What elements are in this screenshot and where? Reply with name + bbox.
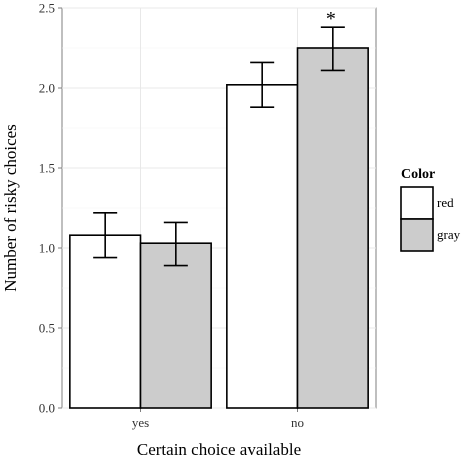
y-tick-label: 2.0 [39, 81, 55, 96]
error-bar-gray-yes [163, 221, 188, 267]
legend-label-red: red [437, 195, 454, 210]
bar-red-yes [69, 234, 142, 409]
error-bar-gray-no [320, 26, 345, 72]
x-tick-label: no [291, 415, 304, 430]
legend: Color red gray [400, 167, 461, 252]
y-tick-label: 0.0 [39, 401, 55, 416]
error-bar-red-yes [93, 212, 118, 259]
y-axis-title: Number of risky choices [1, 124, 20, 292]
legend-label-gray: gray [437, 227, 461, 242]
legend-key-gray [400, 218, 434, 252]
x-tick-label: yes [132, 415, 149, 430]
error-bar-red-no [250, 61, 275, 108]
y-axis-ticks: 0.0 0.5 1.0 1.5 2.0 2.5 [39, 1, 62, 416]
bar-gray-yes [139, 242, 212, 409]
y-tick-label: 1.0 [39, 241, 55, 256]
bar-gray-no [296, 47, 369, 409]
error-bars [93, 26, 345, 267]
legend-title: Color [401, 167, 435, 182]
y-tick-label: 0.5 [39, 321, 55, 336]
x-axis-ticks: yes no [132, 408, 304, 430]
bar-red-no [226, 84, 299, 409]
legend-key-red [400, 186, 434, 220]
x-axis-title: Certain choice available [137, 440, 301, 459]
annotations: * [326, 8, 336, 30]
y-tick-label: 2.5 [39, 1, 55, 16]
y-tick-label: 1.5 [39, 161, 55, 176]
significance-star: * [326, 8, 336, 30]
